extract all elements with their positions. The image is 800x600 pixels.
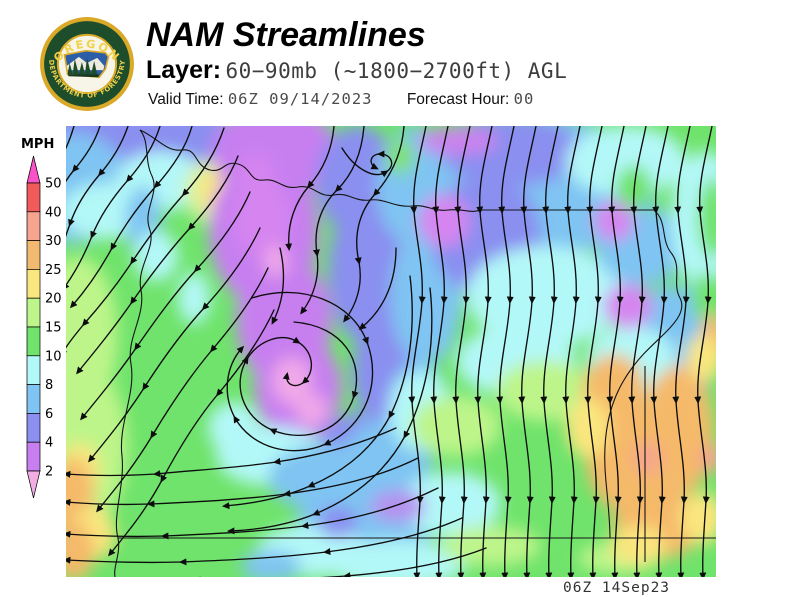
wind-speed-legend: MPH 50 40 30 25 20 15 10 8 6 4 2 — [21, 137, 62, 499]
legend-tick: 30 — [45, 234, 62, 249]
eddy-loop — [341, 147, 393, 178]
layer-label: Layer: — [146, 56, 222, 84]
page-title: NAM Streamlines — [146, 16, 426, 54]
streamlines-southwest — [66, 427, 487, 577]
legend-tick: 2 — [45, 465, 53, 480]
valid-time-row: Valid Time: 06Z 09/14/2023 Forecast Hour… — [148, 90, 534, 109]
legend-tick: 50 — [45, 177, 62, 192]
legend-tick: 20 — [45, 292, 62, 307]
layer-value: 60−90mb (~1800−2700ft) AGL — [225, 59, 568, 83]
legend-color-bar — [26, 182, 41, 472]
legend-arrow-below-min — [26, 470, 41, 499]
forecast-hour-value: 00 — [513, 90, 535, 108]
streamline-map — [66, 126, 716, 577]
legend-title: MPH — [21, 137, 54, 152]
legend-tick: 8 — [45, 378, 53, 393]
legend-arrow-above-max — [26, 155, 41, 184]
streamlines — [66, 126, 712, 577]
streamlines-north-center — [285, 126, 405, 323]
valid-time-value: 06Z 09/14/2023 — [227, 90, 373, 108]
layer-row: Layer: 60−90mb (~1800−2700ft) AGL — [146, 56, 567, 85]
odf-logo: OREGON DEPARTMENT OF FORESTRY — [40, 17, 134, 111]
legend-tick: 15 — [45, 321, 62, 336]
map-timestamp: 06Z 14Sep23 — [563, 580, 671, 596]
streamlines-northwest — [66, 126, 275, 557]
forecast-hour-label: Forecast Hour: — [406, 91, 510, 108]
legend-tick-labels: 50 40 30 25 20 15 10 8 6 4 2 — [45, 177, 62, 480]
wind-speed-field — [66, 126, 716, 577]
valid-time-label: Valid Time: — [148, 91, 224, 108]
legend-tick: 6 — [45, 407, 53, 422]
legend-tick: 40 — [45, 205, 62, 220]
legend-tick: 25 — [45, 263, 62, 278]
legend-tick: 10 — [45, 349, 62, 364]
east-border-snake-river — [604, 209, 683, 539]
legend-tick: 4 — [45, 436, 53, 451]
logo-oregon-emblem — [63, 49, 110, 79]
